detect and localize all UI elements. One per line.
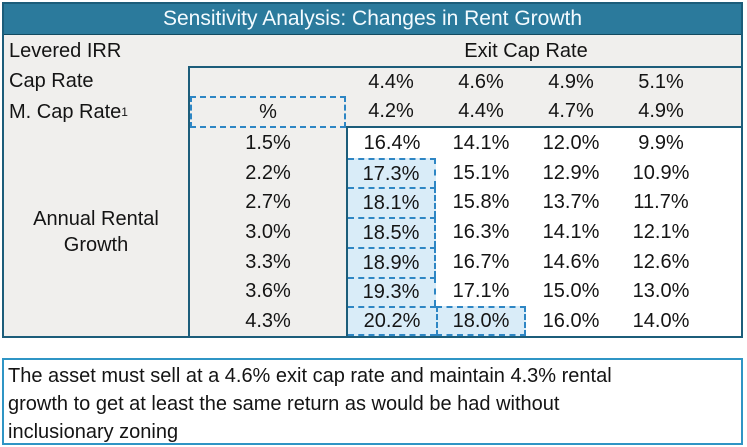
cap-rate-value: 4.4% [346,66,436,96]
selection-dashed-box: % [190,96,346,128]
irr-cell: 9.9% [616,128,706,158]
irr-cell: 16.0% [526,306,616,336]
levered-irr-label: Levered IRR [9,39,122,62]
irr-cell-highlighted: 19.3% [346,276,436,307]
table-title: Sensitivity Analysis: Changes in Rent Gr… [4,4,741,35]
annual-rental-growth-label: Annual Rental Growth [4,128,188,336]
irr-value: 18.9% [362,251,420,274]
highlighted-cell-box: 17.3% [348,157,436,188]
growth-rate-cell: 1.5% [188,128,346,158]
spacer-cell [706,276,741,307]
irr-value: 18.5% [362,221,420,244]
irr-cell-highlighted: 18.1% [346,187,436,218]
irr-cell: 15.1% [436,157,526,188]
cap-rate-value: 5.1% [616,66,706,96]
note-box: The asset must sell at a 4.6% exit cap r… [2,358,743,445]
annual-rental-line1: Annual Rental [33,207,159,230]
irr-cell: 17.1% [436,276,526,307]
spacer-cell [188,66,346,96]
irr-cell: 10.9% [616,157,706,188]
spacer-cell [706,246,741,277]
spacer-cell [706,128,741,158]
irr-value: 19.3% [362,281,420,304]
irr-value: 20.2% [363,310,421,333]
irr-cell: 12.0% [526,128,616,158]
cap-rate-label: Cap Rate [9,70,94,92]
irr-cell-highlighted: 18.5% [346,217,436,247]
irr-cell-highlighted: 18.0% [436,306,526,336]
irr-cell: 13.7% [526,187,616,218]
m-cap-rate-value: 4.4% [436,96,526,128]
cap-rate-value: 4.6% [436,66,526,96]
irr-cell: 15.0% [526,276,616,307]
annual-rental-line2: Growth [63,233,129,256]
irr-cell: 14.0% [616,306,706,336]
exit-cap-rate-header: Exit Cap Rate [464,39,588,62]
spacer-cell [706,306,741,336]
irr-cell-highlighted: 17.3% [346,157,436,188]
note-line: The asset must sell at a 4.6% exit cap r… [8,365,612,387]
growth-rate-cell: 3.0% [188,217,346,247]
irr-cell: 14.1% [436,128,526,158]
irr-cell: 16.4% [346,128,436,158]
spacer-cell [706,157,741,188]
highlighted-cell-box: 19.3% [348,276,436,307]
highlighted-cell-box: 18.0% [436,306,526,336]
irr-cell: 11.7% [616,187,706,218]
highlighted-cell-box: 18.1% [348,187,436,218]
growth-rate-cell: 4.3% [188,306,346,336]
irr-cell: 16.7% [436,246,526,277]
note-line: inclusionary zoning [8,421,179,443]
irr-cell-highlighted: 18.9% [346,246,436,277]
spacer-cell [706,187,741,218]
spacer-cell [706,96,741,128]
m-cap-rate-unit-cell: % [188,96,346,128]
m-cap-rate-value: 4.7% [526,96,616,128]
sensitivity-table: Sensitivity Analysis: Changes in Rent Gr… [2,2,743,338]
growth-rate-cell: 2.7% [188,187,346,218]
irr-cell-highlighted: 20.2% [346,306,436,336]
spacer-cell [706,217,741,247]
irr-cell: 14.1% [526,217,616,247]
growth-rate-cell: 3.3% [188,246,346,277]
irr-cell: 13.0% [616,276,706,307]
highlighted-cell-box: 18.9% [348,246,436,277]
cap-rate-value: 4.9% [526,66,616,96]
irr-cell: 12.6% [616,246,706,277]
irr-cell: 14.6% [526,246,616,277]
spacer-cell [706,35,741,66]
irr-cell: 12.9% [526,157,616,188]
highlighted-cell-box: 18.5% [348,217,436,247]
growth-rate-cell: 2.2% [188,157,346,188]
irr-cell: 16.3% [436,217,526,247]
irr-cell: 15.8% [436,187,526,218]
irr-value: 17.3% [362,162,420,185]
m-cap-rate-value: 4.2% [346,96,436,128]
unit-text: % [259,101,277,123]
m-cap-rate-text: M. Cap Rate [9,101,122,123]
irr-cell: 12.1% [616,217,706,247]
m-cap-rate-value: 4.9% [616,96,706,128]
note-line: growth to get at least the same return a… [8,393,560,415]
irr-value: 18.0% [452,310,510,333]
m-cap-rate-label: M. Cap Rate 1 [9,101,128,123]
spacer-cell [706,66,741,96]
highlighted-cell-box: 20.2% [348,306,436,336]
irr-value: 18.1% [362,192,420,215]
growth-rate-cell: 3.6% [188,276,346,307]
